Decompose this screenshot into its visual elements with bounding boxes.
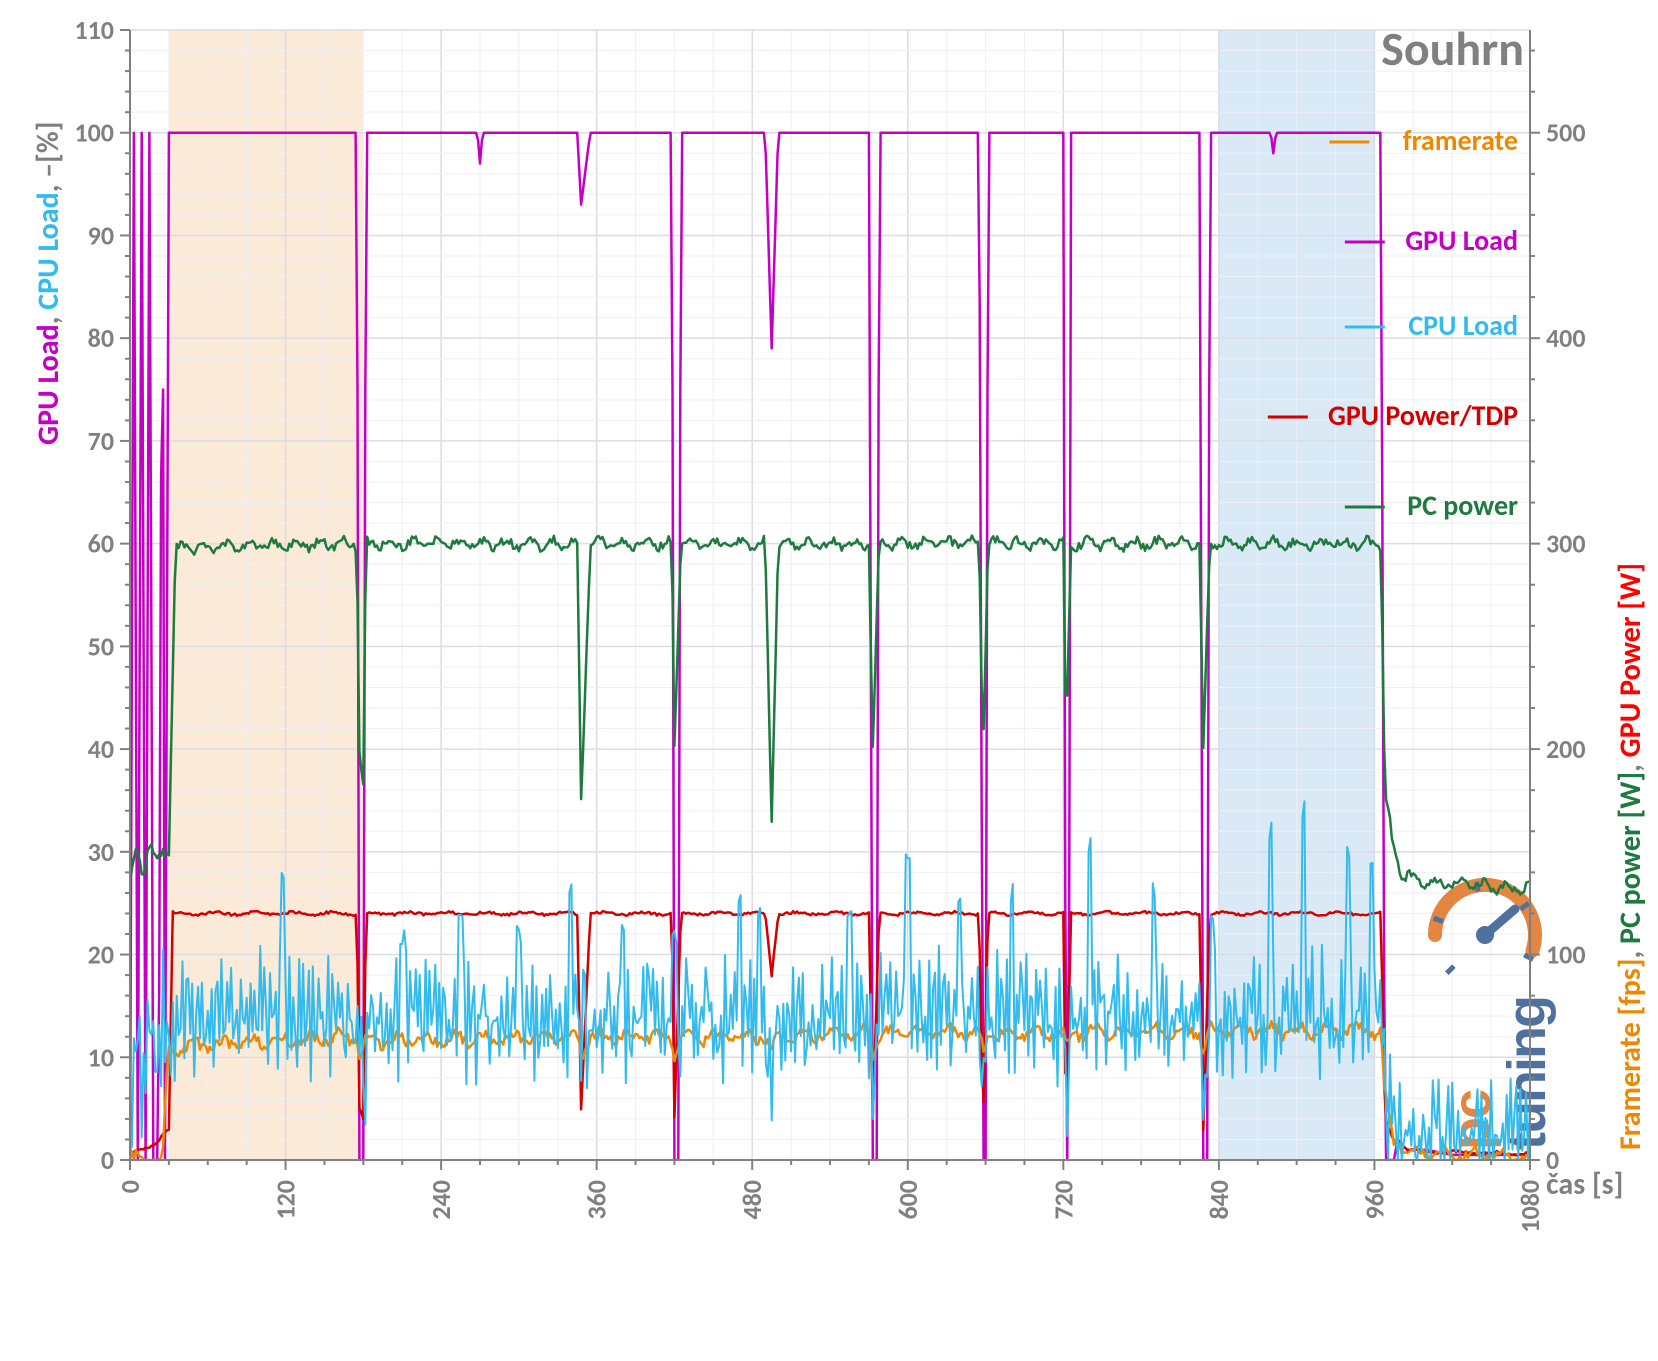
legend-item: framerate <box>1403 123 1518 158</box>
svg-text:600: 600 <box>892 1180 924 1220</box>
svg-text:960: 960 <box>1358 1180 1390 1220</box>
svg-text:100: 100 <box>74 117 114 149</box>
svg-text:200: 200 <box>1546 733 1586 765</box>
svg-text:360: 360 <box>581 1180 613 1220</box>
svg-text:40: 40 <box>88 733 114 765</box>
chart-svg: pctuning01020304050607080901001100100200… <box>0 0 1658 1361</box>
legend-item: GPU Load <box>1405 223 1518 258</box>
svg-text:240: 240 <box>425 1180 457 1220</box>
y-right-label: Framerate [fps], PC power [W], GPU Power… <box>1612 563 1649 1150</box>
svg-text:90: 90 <box>88 219 114 251</box>
svg-text:20: 20 <box>88 939 114 971</box>
svg-text:100: 100 <box>1546 939 1586 971</box>
chart-container: pctuning01020304050607080901001100100200… <box>0 0 1658 1361</box>
svg-text:720: 720 <box>1047 1180 1079 1220</box>
svg-text:120: 120 <box>270 1180 302 1220</box>
legend-item: PC power <box>1407 488 1518 523</box>
svg-text:50: 50 <box>88 630 114 662</box>
svg-text:400: 400 <box>1546 322 1586 354</box>
svg-text:300: 300 <box>1546 528 1586 560</box>
legend-item: CPU Load <box>1408 308 1518 343</box>
svg-text:10: 10 <box>88 1041 114 1073</box>
chart-title: Souhrn <box>1381 19 1524 78</box>
svg-text:840: 840 <box>1203 1180 1235 1220</box>
svg-text:80: 80 <box>88 322 114 354</box>
svg-text:0: 0 <box>114 1180 146 1193</box>
svg-text:70: 70 <box>88 425 114 457</box>
svg-text:480: 480 <box>736 1180 768 1220</box>
svg-text:60: 60 <box>88 528 114 560</box>
svg-text:0: 0 <box>101 1144 114 1176</box>
y-left-label: GPU Load, CPU Load, –[%] <box>30 121 67 445</box>
legend-item: GPU Power/TDP <box>1328 398 1518 433</box>
svg-text:110: 110 <box>74 14 114 46</box>
svg-text:30: 30 <box>88 836 114 868</box>
svg-text:1080: 1080 <box>1514 1180 1546 1233</box>
svg-text:500: 500 <box>1546 117 1586 149</box>
x-axis-label: čas [s] <box>1546 1166 1623 1203</box>
